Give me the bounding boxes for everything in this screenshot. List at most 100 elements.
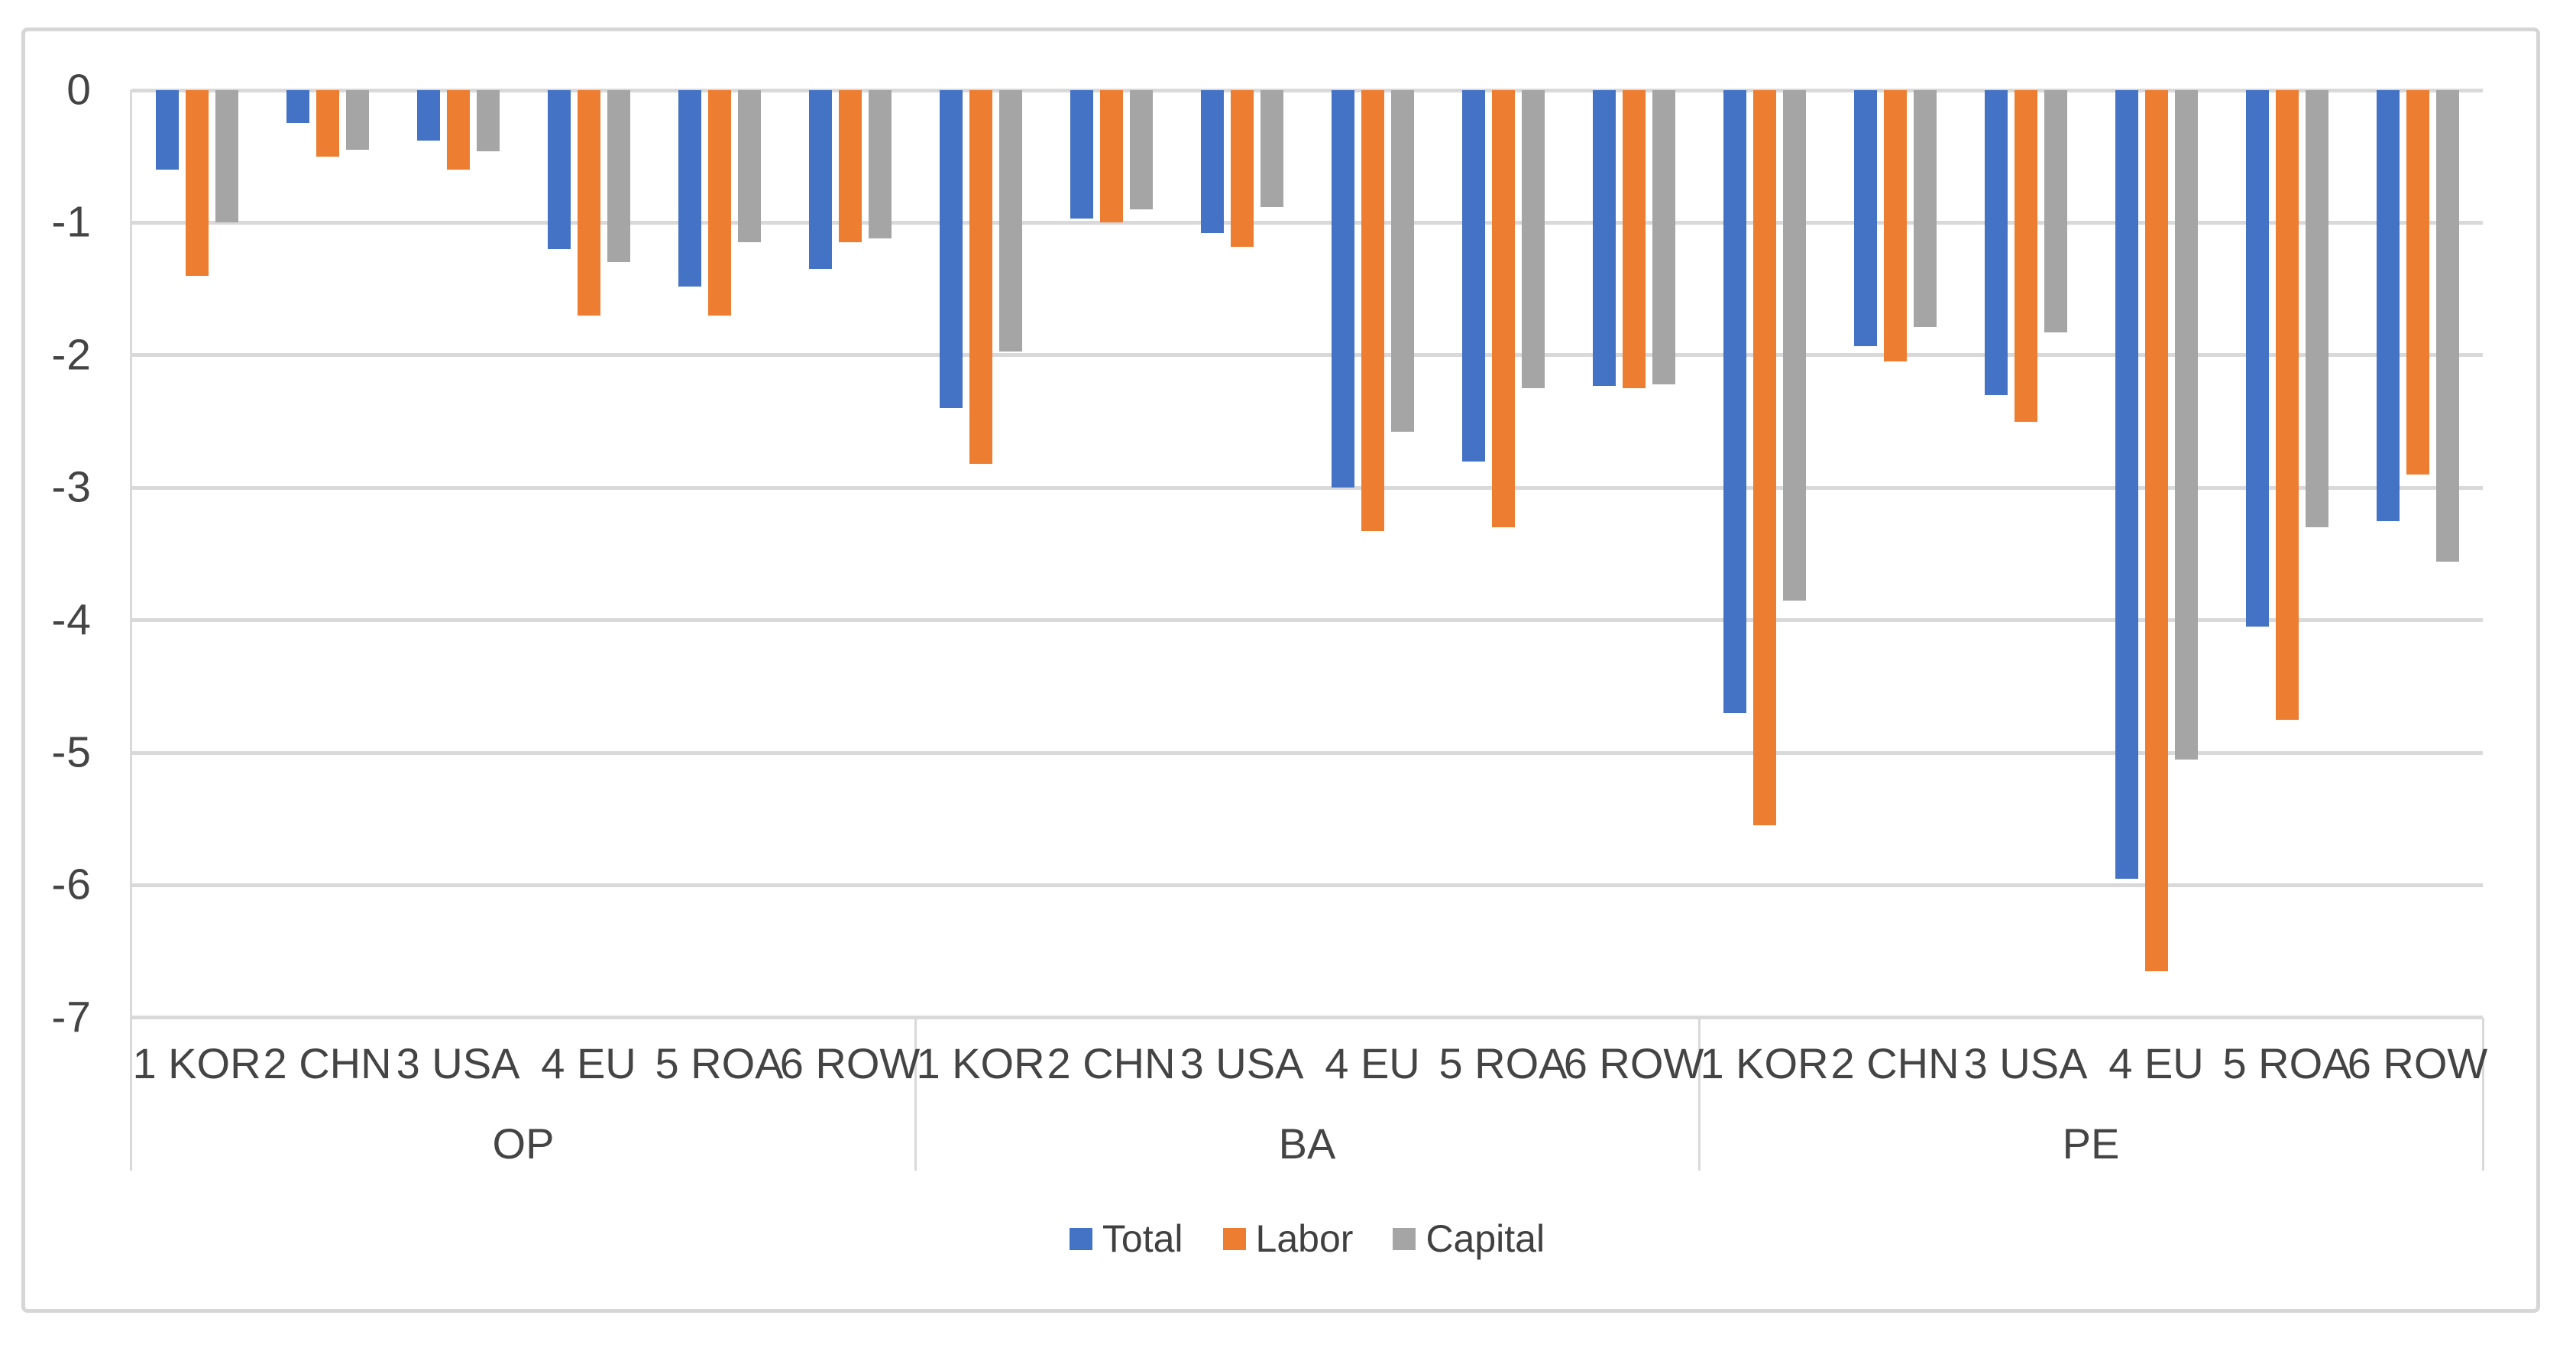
bar-labor-pe-4 <box>2144 90 2168 972</box>
bar-capital-pe-3 <box>2044 90 2067 333</box>
bar-total-pe-2 <box>1853 90 1877 346</box>
category-label: 1 KOR <box>1700 1039 1829 1087</box>
legend-swatch-icon <box>1222 1227 1246 1250</box>
bar-labor-ba-3 <box>1230 90 1254 247</box>
panel-divider-line <box>914 1017 917 1171</box>
bar-labor-op-3 <box>446 90 470 170</box>
bar-total-pe-3 <box>1984 90 2008 395</box>
legend-item-labor: Labor <box>1222 1217 1354 1260</box>
category-label: 6 ROW <box>2347 1039 2488 1087</box>
y-axis-tick-label: -7 <box>51 993 92 1042</box>
bar-capital-pe-1 <box>1782 90 1806 601</box>
legend-swatch-icon <box>1393 1227 1416 1250</box>
bar-labor-ba-4 <box>1361 90 1384 532</box>
bar-total-ba-2 <box>1070 90 1093 219</box>
bar-labor-op-5 <box>707 90 731 316</box>
panel-divider-line <box>1697 1017 1701 1171</box>
bar-capital-op-4 <box>607 90 630 263</box>
bar-capital-ba-6 <box>1652 90 1675 384</box>
gridline <box>131 220 2483 225</box>
bar-labor-ba-2 <box>1099 90 1123 223</box>
legend-item-total: Total <box>1069 1217 1183 1260</box>
bar-capital-ba-5 <box>1521 90 1545 389</box>
category-label: 3 USA <box>396 1039 520 1087</box>
bar-labor-op-2 <box>316 90 339 157</box>
category-label: 4 EU <box>541 1039 636 1087</box>
legend: Total Labor Capital <box>131 1212 2483 1265</box>
gridline <box>131 883 2483 887</box>
category-label: 3 USA <box>1963 1039 2088 1087</box>
category-label: 5 ROA <box>1438 1039 1568 1087</box>
y-axis-tick-label: -5 <box>51 727 92 777</box>
category-label: 1 KOR <box>132 1039 261 1087</box>
bar-total-op-4 <box>547 90 571 250</box>
category-label: 4 EU <box>2108 1039 2204 1087</box>
panel-label: PE <box>2062 1119 2120 1168</box>
bar-capital-pe-6 <box>2435 90 2459 562</box>
bar-total-pe-6 <box>2376 90 2400 521</box>
bar-total-pe-1 <box>1723 90 1746 713</box>
gridline <box>131 88 2483 92</box>
legend-label: Total <box>1102 1217 1183 1260</box>
bar-capital-pe-2 <box>1913 90 1937 328</box>
bar-capital-op-3 <box>476 90 500 151</box>
category-label: 2 CHN <box>1830 1039 1960 1087</box>
y-axis-tick-label: 0 <box>66 65 92 115</box>
legend-swatch-icon <box>1069 1227 1092 1250</box>
category-label: 5 ROA <box>655 1039 784 1087</box>
bar-labor-ba-1 <box>969 90 992 464</box>
bar-labor-op-4 <box>577 90 600 316</box>
category-label: 5 ROA <box>2222 1039 2351 1087</box>
category-label: 4 EU <box>1325 1039 1420 1087</box>
bar-labor-ba-5 <box>1491 90 1515 528</box>
y-axis-tick-label: -4 <box>51 595 92 645</box>
panel-label: BA <box>1278 1119 1336 1168</box>
bar-labor-pe-5 <box>2275 90 2299 720</box>
bar-labor-pe-3 <box>2014 90 2037 422</box>
bar-total-op-2 <box>286 90 309 124</box>
bar-total-ba-4 <box>1331 90 1354 488</box>
gridline <box>131 353 2483 358</box>
legend-label: Labor <box>1255 1217 1354 1260</box>
bar-labor-pe-2 <box>1883 90 1907 362</box>
bar-total-pe-4 <box>2115 90 2138 879</box>
bar-total-ba-1 <box>939 90 963 409</box>
gridline <box>131 1016 2483 1020</box>
bar-total-pe-5 <box>2245 90 2269 627</box>
legend-label: Capital <box>1426 1217 1545 1260</box>
bar-total-ba-6 <box>1592 90 1616 386</box>
bar-total-ba-5 <box>1461 90 1485 462</box>
bar-total-op-5 <box>678 90 701 287</box>
bar-capital-ba-2 <box>1129 90 1153 210</box>
bar-capital-ba-4 <box>1390 90 1414 433</box>
bar-capital-pe-5 <box>2305 90 2328 528</box>
bar-labor-op-1 <box>185 90 209 276</box>
bar-labor-pe-6 <box>2406 90 2429 475</box>
gridline <box>131 750 2483 755</box>
legend-item-capital: Capital <box>1393 1220 1545 1258</box>
bar-capital-op-2 <box>345 90 369 151</box>
y-axis-line <box>130 90 132 1171</box>
gridline <box>131 485 2483 490</box>
bar-labor-pe-1 <box>1752 90 1776 826</box>
category-label: 2 CHN <box>1047 1039 1176 1087</box>
bar-total-ba-3 <box>1200 90 1224 234</box>
category-label: 6 ROW <box>1563 1039 1704 1087</box>
category-label: 6 ROW <box>779 1039 921 1087</box>
y-axis-tick-label: -3 <box>51 462 92 512</box>
y-axis-tick-label: -2 <box>51 330 92 380</box>
bar-capital-op-1 <box>215 90 238 223</box>
bar-capital-pe-4 <box>2174 90 2198 760</box>
bar-total-op-1 <box>155 90 179 170</box>
y-axis-tick-label: -1 <box>51 197 92 247</box>
gridline <box>131 618 2483 623</box>
category-label: 1 KOR <box>916 1039 1045 1087</box>
category-label: 2 CHN <box>263 1039 392 1087</box>
bar-capital-op-6 <box>868 90 892 239</box>
bar-capital-ba-1 <box>998 90 1022 352</box>
bar-capital-op-5 <box>737 90 761 243</box>
bar-capital-ba-3 <box>1260 90 1283 207</box>
bar-labor-op-6 <box>838 90 862 243</box>
y-axis-tick-label: -6 <box>51 860 92 909</box>
